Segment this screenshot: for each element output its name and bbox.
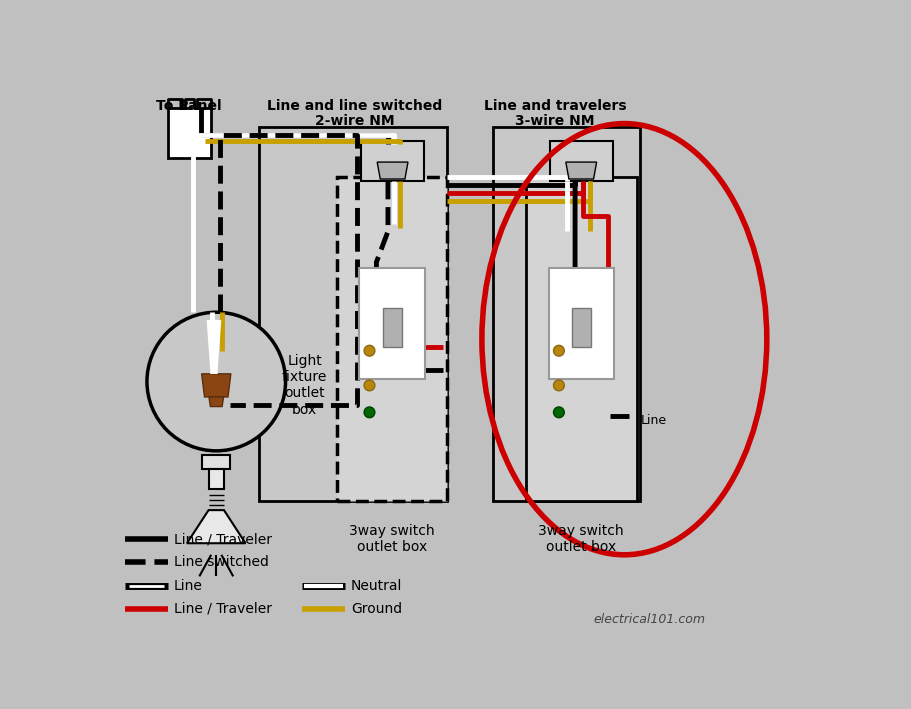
Circle shape	[364, 407, 374, 418]
Text: Line switched: Line switched	[174, 555, 269, 569]
Text: Line / Traveler: Line / Traveler	[174, 602, 271, 615]
Polygon shape	[566, 162, 597, 179]
Circle shape	[364, 380, 374, 391]
Text: electrical101.com: electrical101.com	[594, 613, 705, 625]
Text: Line: Line	[640, 413, 667, 427]
Bar	[572, 308, 591, 347]
Text: 3way switch
outlet box: 3way switch outlet box	[538, 524, 624, 554]
Polygon shape	[377, 162, 408, 179]
Text: Line and travelers: Line and travelers	[484, 99, 627, 113]
Bar	[494, 128, 640, 501]
Bar	[361, 140, 425, 182]
Text: Light
fixture
outlet
box: Light fixture outlet box	[282, 354, 327, 417]
Text: Neutral: Neutral	[351, 579, 403, 593]
Circle shape	[554, 345, 564, 356]
Polygon shape	[187, 510, 245, 543]
Bar	[337, 177, 447, 501]
Bar	[168, 108, 210, 158]
Circle shape	[554, 380, 564, 391]
Polygon shape	[209, 397, 223, 406]
Circle shape	[554, 407, 564, 418]
Text: Line / Traveler: Line / Traveler	[174, 532, 271, 547]
Text: Line and line switched: Line and line switched	[267, 99, 443, 113]
Bar	[209, 469, 224, 489]
Bar	[549, 140, 613, 182]
Bar	[202, 454, 230, 469]
Bar	[259, 128, 447, 501]
Text: 3way switch
outlet box: 3way switch outlet box	[349, 524, 435, 554]
Bar	[383, 308, 402, 347]
Text: 2-wire NM: 2-wire NM	[315, 114, 394, 128]
Bar	[549, 267, 614, 379]
Bar	[526, 177, 637, 501]
Text: To Panel: To Panel	[157, 99, 222, 113]
Circle shape	[364, 345, 374, 356]
Text: 3-wire NM: 3-wire NM	[516, 114, 595, 128]
Text: Ground: Ground	[351, 602, 402, 615]
Bar	[360, 267, 425, 379]
Polygon shape	[201, 374, 230, 397]
Circle shape	[147, 312, 285, 451]
Text: Line: Line	[174, 579, 203, 593]
